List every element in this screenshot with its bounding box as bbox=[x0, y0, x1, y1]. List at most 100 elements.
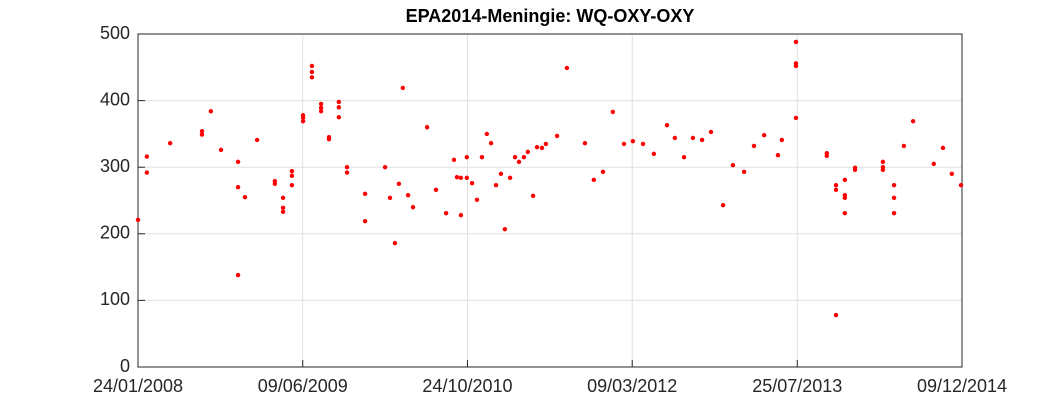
point bbox=[958, 182, 964, 188]
point bbox=[488, 141, 494, 146]
y-tick-label: 400 bbox=[100, 89, 130, 109]
point bbox=[761, 133, 767, 138]
point bbox=[199, 129, 205, 134]
x-tick-label: 24/01/2008 bbox=[93, 376, 183, 396]
point bbox=[451, 157, 457, 163]
point bbox=[591, 177, 597, 183]
point bbox=[336, 105, 342, 110]
point bbox=[833, 182, 839, 188]
point bbox=[534, 145, 540, 150]
point bbox=[318, 101, 324, 107]
point bbox=[458, 175, 464, 181]
point bbox=[336, 115, 342, 120]
point bbox=[280, 209, 286, 215]
point bbox=[630, 139, 636, 144]
point bbox=[454, 174, 460, 180]
point bbox=[852, 167, 858, 173]
point bbox=[464, 155, 470, 160]
point bbox=[554, 133, 560, 139]
point bbox=[901, 143, 907, 149]
point bbox=[708, 129, 714, 135]
point bbox=[842, 177, 848, 183]
plot-frame bbox=[137, 33, 963, 368]
point bbox=[464, 175, 470, 181]
point bbox=[484, 131, 490, 137]
x-tick-label: 25/07/2013 bbox=[752, 376, 842, 396]
point bbox=[326, 137, 332, 142]
point bbox=[474, 197, 480, 203]
point bbox=[640, 141, 646, 147]
point bbox=[493, 182, 499, 188]
point bbox=[289, 173, 295, 179]
point bbox=[433, 187, 439, 193]
point bbox=[344, 165, 350, 170]
point bbox=[651, 151, 657, 157]
point bbox=[469, 180, 475, 186]
point bbox=[309, 75, 315, 80]
point bbox=[410, 204, 416, 210]
point bbox=[309, 63, 315, 69]
point bbox=[521, 155, 527, 160]
y-tick-label: 200 bbox=[100, 223, 130, 243]
point bbox=[300, 119, 306, 124]
point bbox=[443, 210, 449, 216]
point bbox=[891, 195, 897, 201]
point bbox=[424, 125, 430, 130]
point bbox=[779, 137, 785, 143]
point bbox=[793, 63, 799, 69]
point bbox=[502, 226, 508, 232]
point bbox=[400, 85, 406, 91]
point bbox=[289, 182, 295, 188]
point bbox=[498, 171, 504, 177]
point bbox=[242, 194, 248, 200]
point bbox=[880, 167, 886, 173]
point bbox=[235, 272, 241, 278]
point bbox=[842, 210, 848, 216]
point bbox=[512, 155, 518, 160]
point bbox=[793, 115, 799, 121]
point bbox=[940, 145, 946, 151]
point bbox=[842, 195, 848, 201]
point bbox=[254, 137, 260, 143]
point bbox=[664, 123, 670, 128]
point bbox=[931, 161, 936, 167]
point bbox=[621, 141, 627, 147]
y-tick-label: 500 bbox=[100, 23, 130, 43]
point bbox=[396, 181, 402, 187]
point bbox=[600, 169, 606, 175]
point bbox=[199, 132, 205, 137]
point bbox=[880, 159, 886, 165]
point bbox=[144, 154, 150, 159]
point bbox=[525, 149, 531, 155]
point bbox=[910, 119, 916, 124]
point bbox=[280, 205, 286, 211]
point bbox=[382, 165, 388, 170]
x-tick-label: 09/06/2009 bbox=[258, 376, 348, 396]
point bbox=[699, 137, 705, 143]
point bbox=[318, 105, 324, 111]
point bbox=[610, 109, 616, 115]
y-tick-label: 100 bbox=[100, 289, 130, 309]
point bbox=[833, 312, 839, 318]
x-tick-label: 09/03/2012 bbox=[587, 376, 677, 396]
point bbox=[479, 155, 485, 160]
point bbox=[362, 191, 368, 197]
point bbox=[362, 218, 368, 224]
point bbox=[775, 153, 781, 158]
point bbox=[672, 135, 678, 141]
point bbox=[539, 145, 545, 151]
point bbox=[730, 163, 736, 168]
point bbox=[681, 155, 687, 160]
point bbox=[167, 141, 173, 146]
point bbox=[309, 69, 315, 75]
point bbox=[280, 195, 286, 201]
x-tick-label: 24/10/2010 bbox=[422, 376, 512, 396]
point bbox=[235, 184, 241, 190]
point bbox=[751, 143, 757, 149]
point bbox=[135, 217, 141, 223]
point bbox=[530, 193, 536, 199]
point bbox=[793, 39, 799, 45]
point bbox=[344, 170, 350, 175]
